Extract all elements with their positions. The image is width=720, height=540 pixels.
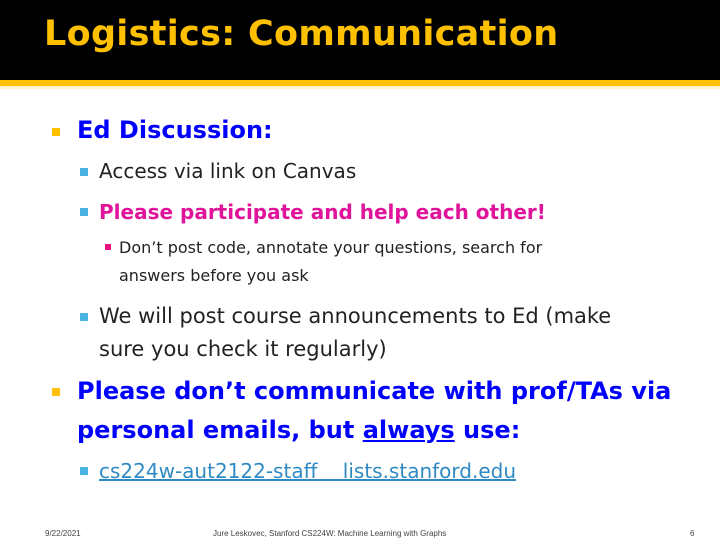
bullet-marker-l1 xyxy=(52,388,60,396)
footer-page-number: 6 xyxy=(690,529,695,538)
access-bullet: Access via link on Canvas xyxy=(99,159,357,183)
title-rule-highlight xyxy=(0,86,720,89)
participate-bullet: Please participate and help each other! xyxy=(99,200,546,224)
bullet-marker-l2 xyxy=(80,313,88,321)
bullet-marker-l1 xyxy=(52,128,60,136)
footer-credit: Jure Leskovec, Stanford CS224W: Machine … xyxy=(213,529,447,538)
title-bar: Logistics: Communication xyxy=(0,0,720,80)
emails-line-1: Please don’t communicate with prof/TAs v… xyxy=(77,377,672,405)
announcements-line-1: We will post course announcements to Ed … xyxy=(99,304,612,328)
announcements-line-2: sure you check it regularly) xyxy=(99,337,387,361)
dont-post-line-2: answers before you ask xyxy=(119,266,309,285)
bullet-marker-l2 xyxy=(80,467,88,475)
emails-line-2: personal emails, but always use: xyxy=(77,416,520,444)
bullet-marker-l2 xyxy=(80,208,88,216)
bullet-marker-l2 xyxy=(80,168,88,176)
staff-list-link[interactable]: cs224w-aut2122-staff lists.stanford.edu xyxy=(99,459,517,483)
dont-post-line-1: Don’t post code, annotate your questions… xyxy=(119,238,543,257)
slide-title: Logistics: Communication xyxy=(44,14,559,54)
bullet-marker-l3 xyxy=(105,244,111,250)
ed-discussion-heading: Ed Discussion: xyxy=(77,116,273,144)
emails-line-2-post: use: xyxy=(454,416,521,444)
always-emphasis: always xyxy=(362,416,455,444)
emails-line-2-pre: personal emails, but xyxy=(77,416,363,444)
title-rule xyxy=(0,80,720,86)
footer-date: 9/22/2021 xyxy=(45,529,81,538)
